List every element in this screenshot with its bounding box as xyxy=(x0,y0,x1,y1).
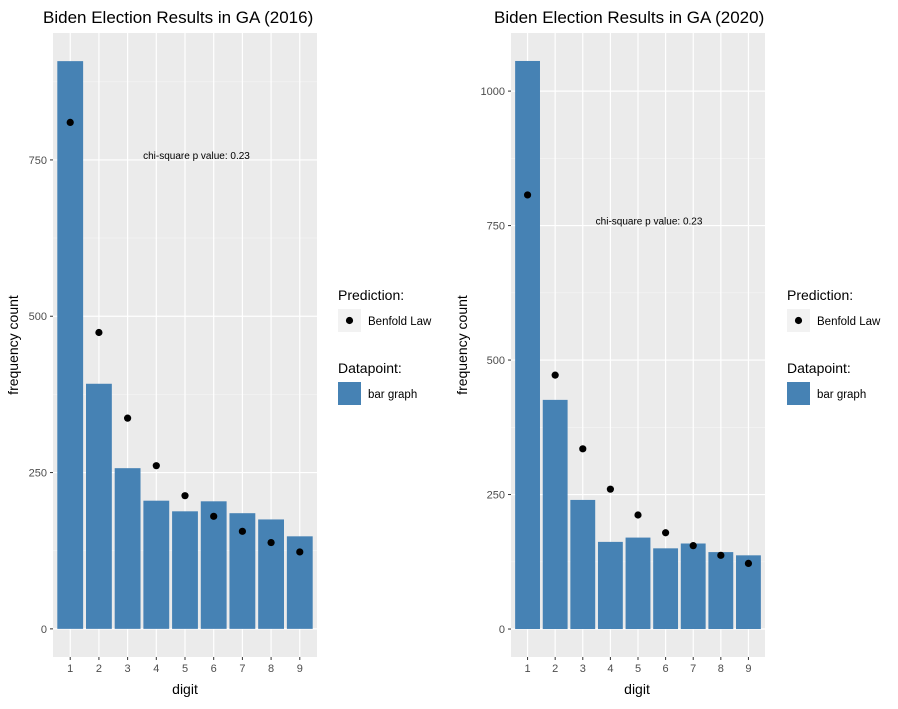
prediction-point-digit-4 xyxy=(606,485,614,493)
legend-prediction-label: Benfold Law xyxy=(817,316,881,328)
legend-prediction-point xyxy=(345,316,354,325)
y-tick-label: 1000 xyxy=(481,86,505,98)
y-tick-label: 750 xyxy=(29,155,47,167)
prediction-point-digit-4 xyxy=(152,462,160,470)
prediction-point-digit-5 xyxy=(181,492,189,500)
y-tick-label: 0 xyxy=(41,624,47,636)
prediction-point-digit-8 xyxy=(267,538,275,547)
prediction-point-digit-1 xyxy=(523,191,532,199)
chart-title: Biden Election Results in GA (2020) xyxy=(494,8,764,27)
x-tick-label: 4 xyxy=(153,663,159,675)
chart-title: Biden Election Results in GA (2016) xyxy=(43,8,313,27)
bar-digit-1 xyxy=(57,61,84,629)
x-tick-label: 7 xyxy=(690,663,696,675)
legend-datapoint-title: Datapoint: xyxy=(338,360,402,376)
x-axis-label: digit xyxy=(172,681,198,697)
legend-datapoint-label: bar graph xyxy=(368,389,417,401)
legend-datapoint-swatch xyxy=(338,382,361,405)
bar-digit-3 xyxy=(570,499,596,630)
x-tick-label: 5 xyxy=(635,663,641,675)
legend-prediction-title: Prediction: xyxy=(787,287,853,303)
bar-digit-7 xyxy=(680,543,706,630)
x-axis-label: digit xyxy=(624,681,650,697)
bar-digit-5 xyxy=(172,511,198,629)
x-tick-label: 4 xyxy=(607,663,613,675)
prediction-point-digit-9 xyxy=(296,548,304,556)
prediction-point-digit-3 xyxy=(124,414,132,422)
x-tick-label: 8 xyxy=(268,663,274,675)
bar-digit-2 xyxy=(542,399,568,630)
x-tick-label: 7 xyxy=(239,663,245,675)
prediction-point-digit-7 xyxy=(238,527,246,535)
prediction-point-digit-6 xyxy=(210,512,218,520)
prediction-point-digit-1 xyxy=(66,118,74,127)
legend: Prediction: Benfold Law Datapoint: bar grap… xyxy=(338,287,432,405)
bar-digit-6 xyxy=(200,501,227,629)
chart-1: chi-square p value: 0.23 0 250 500 750 1 2 3 4 5 6… xyxy=(5,8,432,697)
y-axis-label: frequency count xyxy=(454,295,470,395)
x-tick-label: 9 xyxy=(297,663,303,675)
legend: Prediction: Benfold Law Datapoint: bar grap… xyxy=(787,287,881,405)
prediction-point-digit-7 xyxy=(689,542,697,550)
x-tick-label: 1 xyxy=(67,663,73,675)
bar-digit-3 xyxy=(114,468,141,629)
chi-square-annotation: chi-square p value: 0.23 xyxy=(143,151,250,162)
bar-digit-1 xyxy=(515,60,540,630)
y-tick-label: 500 xyxy=(487,355,505,367)
y-axis-label: frequency count xyxy=(5,295,21,395)
y-tick-label: 750 xyxy=(487,221,505,233)
bar-digit-4 xyxy=(143,500,170,629)
legend-prediction-label: Benfold Law xyxy=(368,316,432,328)
bar-digit-9 xyxy=(736,555,761,630)
x-tick-label: 2 xyxy=(96,663,102,675)
x-tick-label: 6 xyxy=(663,663,669,675)
prediction-point-digit-5 xyxy=(634,511,642,519)
chart-2: chi-square p value: 0.23 0 250 500 750 1000 1 2… xyxy=(454,8,881,697)
x-tick-label: 1 xyxy=(525,663,531,675)
chi-square-annotation: chi-square p value: 0.23 xyxy=(596,216,703,227)
legend-datapoint-title: Datapoint: xyxy=(787,360,851,376)
y-tick-label: 0 xyxy=(499,624,505,636)
bar-digit-8 xyxy=(258,519,284,629)
y-tick-label: 500 xyxy=(29,311,47,323)
prediction-point-digit-9 xyxy=(744,559,753,568)
y-tick-label: 250 xyxy=(487,490,505,502)
x-tick-label: 2 xyxy=(552,663,558,675)
legend-datapoint-label: bar graph xyxy=(817,389,866,401)
bar-digit-4 xyxy=(597,541,623,630)
prediction-point-digit-2 xyxy=(551,371,559,379)
x-tick-label: 3 xyxy=(580,663,586,675)
prediction-point-digit-6 xyxy=(662,529,670,537)
prediction-point-digit-3 xyxy=(579,445,587,453)
legend-datapoint-swatch xyxy=(787,382,810,405)
x-tick-label: 8 xyxy=(718,663,724,675)
bar-digit-8 xyxy=(708,552,734,630)
legend-prediction-title: Prediction: xyxy=(338,287,404,303)
prediction-point-digit-2 xyxy=(95,328,103,337)
x-tick-label: 9 xyxy=(745,663,751,675)
bar-digit-2 xyxy=(86,383,112,629)
bar-digit-6 xyxy=(653,548,679,630)
x-tick-label: 3 xyxy=(125,663,131,675)
x-tick-label: 5 xyxy=(182,663,188,675)
bar-digit-5 xyxy=(625,537,651,630)
prediction-point-digit-8 xyxy=(717,551,725,559)
x-tick-label: 6 xyxy=(211,663,217,675)
y-tick-label: 250 xyxy=(29,468,47,480)
legend-prediction-point xyxy=(794,316,803,325)
